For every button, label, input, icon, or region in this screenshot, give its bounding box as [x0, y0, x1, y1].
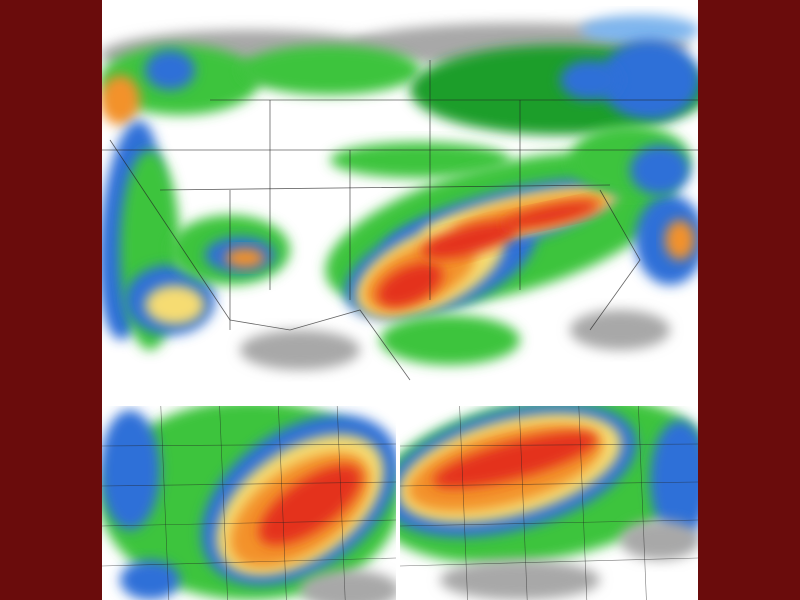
precip-area — [630, 145, 690, 195]
boundary-line — [589, 189, 641, 331]
boundary-line — [638, 406, 647, 600]
inset-map-left — [102, 406, 396, 600]
precip-area — [580, 15, 698, 45]
precip-area — [120, 560, 180, 600]
precip-area — [440, 560, 600, 600]
main-map — [102, 15, 698, 381]
boundary-line — [459, 406, 468, 600]
precip-area — [377, 262, 443, 308]
precip-area — [501, 201, 599, 229]
divider — [102, 402, 698, 406]
precip-area — [665, 220, 695, 260]
boundary-line — [102, 443, 396, 447]
boundary-line — [400, 481, 698, 487]
precip-area — [145, 50, 195, 90]
precip-area — [650, 420, 698, 540]
divider — [396, 406, 400, 600]
boundary-line — [159, 184, 611, 191]
boundary-line — [336, 406, 346, 600]
precip-area — [560, 60, 620, 100]
boundary-line — [102, 557, 396, 567]
precip-area — [225, 248, 265, 268]
boundary-line — [400, 519, 698, 527]
precip-area — [240, 330, 360, 370]
inset-map-right — [400, 406, 698, 600]
precip-area — [570, 310, 670, 350]
precip-area — [240, 45, 420, 95]
precip-area — [102, 410, 160, 530]
boundary-line — [518, 406, 528, 600]
precip-area — [380, 315, 520, 365]
boundary-line — [219, 406, 228, 600]
boundary-line — [102, 519, 396, 527]
precip-area — [300, 570, 396, 600]
precip-area — [102, 75, 140, 125]
precip-area — [432, 431, 598, 489]
precip-area — [258, 464, 362, 546]
boundary-line — [578, 406, 588, 600]
precip-area — [330, 142, 510, 178]
boundary-line — [400, 557, 698, 567]
boundary-line — [278, 406, 287, 600]
boundary-line — [102, 481, 396, 487]
precip-area — [421, 221, 519, 259]
boundary-line — [109, 139, 411, 381]
precip-area — [145, 285, 205, 325]
boundary-line — [160, 406, 170, 600]
boundary-line — [400, 443, 698, 447]
precip-area — [620, 520, 698, 560]
